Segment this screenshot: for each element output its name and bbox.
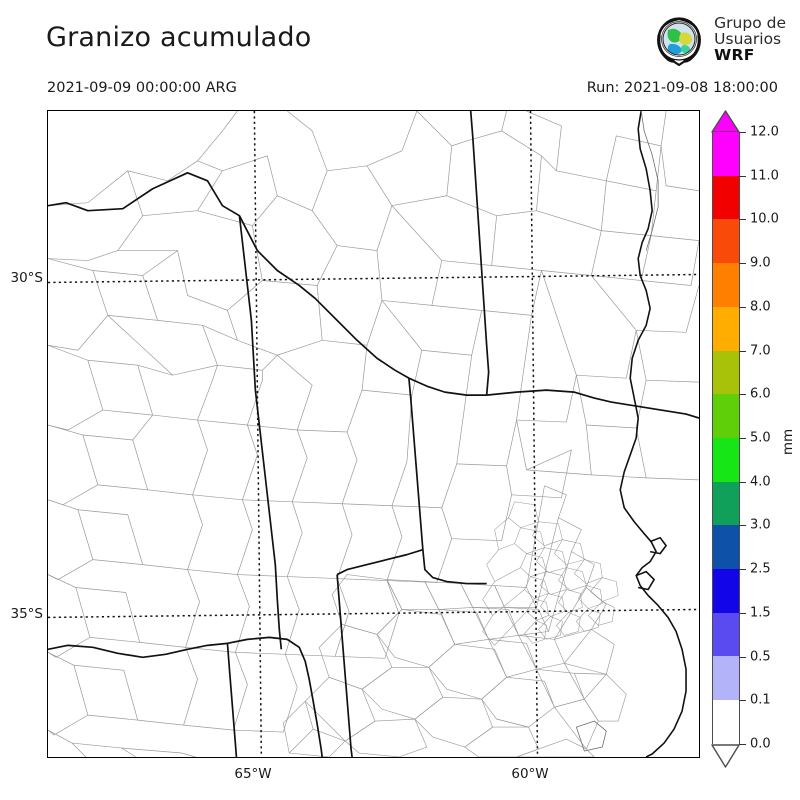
colorbar-segment: [713, 350, 739, 395]
colorbar-segment: [713, 656, 739, 701]
inland-water: [575, 111, 659, 752]
lon-tick-60w: 60°W: [511, 766, 549, 782]
colorbar-tick-mark: [739, 612, 746, 614]
colorbar-tick-label: 8.0: [750, 299, 771, 315]
map-plot-area[interactable]: [47, 110, 700, 758]
colorbar-segments[interactable]: [712, 132, 740, 744]
colorbar-tick-label: 7.0: [750, 343, 771, 359]
wrf-user-group-logo: Grupo de Usuarios WRF: [651, 10, 786, 70]
run-time-label: Run: 2021-09-08 18:00:00: [586, 80, 778, 96]
colorbar-segment: [713, 612, 739, 657]
colorbar-tick-mark: [739, 306, 746, 308]
colorbar-tick-label: 10.0: [750, 211, 779, 227]
colorbar-tick-label: 4.0: [750, 474, 771, 490]
lat-tick-35s: 35°S: [10, 606, 44, 622]
colorbar-segment: [713, 306, 739, 351]
globe-emblem-icon: [657, 17, 702, 67]
colorbar-tick-label: 0.0: [750, 736, 771, 752]
colorbar-tick-mark: [739, 394, 746, 396]
graticule-lon-60: [529, 111, 539, 757]
logo-line-2: Usuarios: [714, 30, 782, 49]
colorbar-tick-label: 1.5: [750, 605, 771, 621]
colorbar-tick-mark: [739, 175, 746, 177]
colorbar-over-arrow: [711, 110, 740, 133]
colorbar-tick-label: 3.0: [750, 517, 771, 533]
colorbar-tick-label: 2.5: [750, 561, 771, 577]
colorbar-segment: [713, 700, 739, 744]
logo-line-3: WRF: [714, 45, 755, 64]
colorbar-tick-mark: [739, 569, 746, 571]
colorbar-under-arrow: [711, 744, 740, 768]
colorbar-tick-mark: [739, 350, 746, 352]
colorbar-tick-mark: [739, 656, 746, 658]
colorbar-segment: [713, 569, 739, 613]
colorbar-tick-mark: [739, 219, 746, 221]
province-boundaries: [48, 111, 699, 757]
colorbar-tick-label: 0.5: [750, 649, 771, 665]
colorbar-segment: [713, 437, 739, 482]
lon-tick-65w: 65°W: [234, 766, 272, 782]
lat-tick-30s: 30°S: [10, 270, 44, 286]
gba-partido-cluster: [482, 501, 619, 646]
colorbar-segment: [713, 263, 739, 307]
colorbar-tick-mark: [739, 481, 746, 483]
colorbar-tick-label: 6.0: [750, 386, 771, 402]
colorbar-segment: [713, 525, 739, 570]
graticule-lines: [48, 111, 699, 757]
colorbar-tick-label: 5.0: [750, 430, 771, 446]
map-geography: [48, 111, 699, 757]
colorbar-tick-mark: [739, 438, 746, 439]
colorbar-tick-label: 11.0: [750, 168, 779, 184]
colorbar-segment: [713, 175, 739, 220]
colorbar-tick-label: 9.0: [750, 255, 771, 271]
graticule-lat-30: [48, 273, 699, 284]
colorbar-tick-mark: [739, 744, 746, 745]
colorbar-segment: [713, 219, 739, 264]
department-boundaries: [48, 111, 699, 757]
coastline: [619, 111, 687, 757]
colorbar-tick-label: 0.1: [750, 692, 771, 708]
colorbar-segment: [713, 394, 739, 438]
page-title: Granizo acumulado: [46, 22, 312, 53]
colorbar-tick-mark: [739, 132, 746, 133]
colorbar-segment: [713, 132, 739, 176]
logo-line-1: Grupo de: [714, 14, 786, 33]
colorbar-tick-mark: [739, 700, 746, 702]
colorbar-unit-label: mm: [780, 428, 797, 456]
graticule-lon-65: [253, 111, 263, 757]
colorbar-tick-mark: [739, 263, 746, 265]
valid-time-label: 2021-09-09 00:00:00 ARG: [47, 80, 237, 96]
colorbar-tick-mark: [739, 525, 746, 527]
colorbar-segment: [713, 481, 739, 526]
graticule-lat-35: [48, 608, 699, 619]
partido-boundaries: [282, 485, 627, 757]
colorbar-tick-label: 12.0: [750, 124, 779, 140]
